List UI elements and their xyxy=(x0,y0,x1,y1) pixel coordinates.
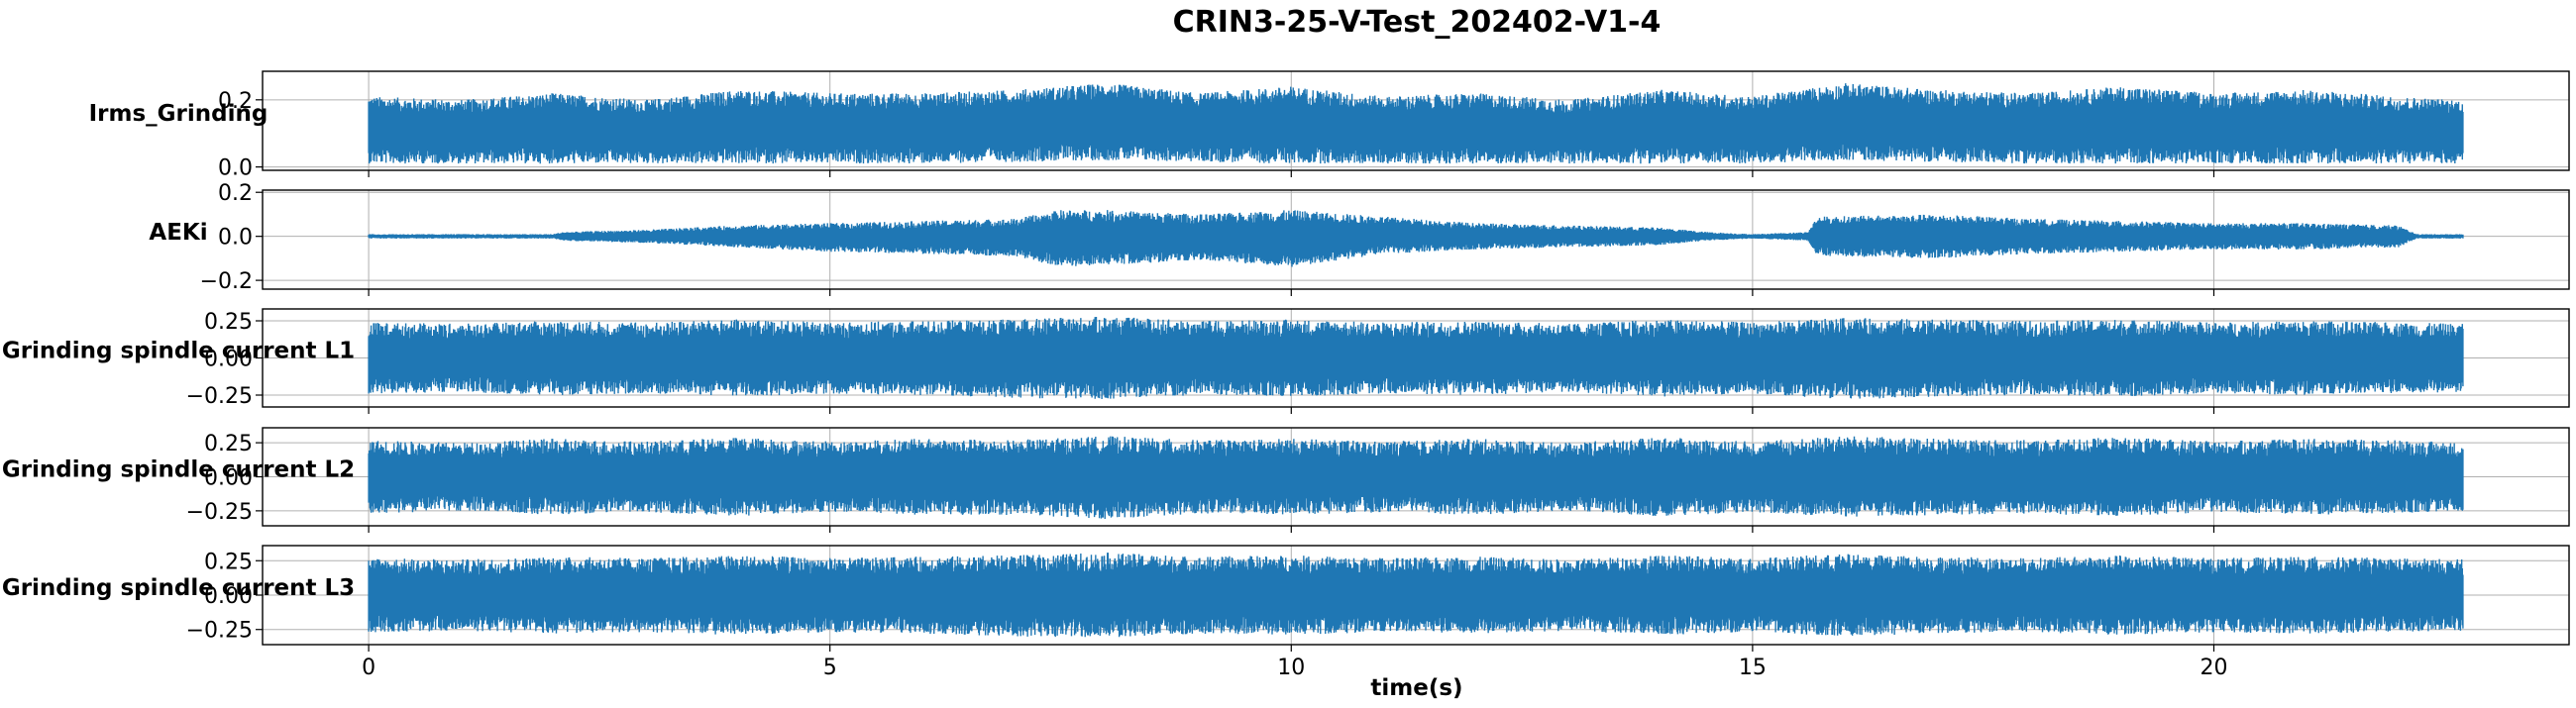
x-tick-label: 5 xyxy=(823,656,837,680)
y-tick-label: 0.00 xyxy=(204,466,253,491)
subplot-panel: −0.25 0.00 0.25 Grinding spindle current L1 xyxy=(2,308,2570,414)
y-axis-label: AEKi xyxy=(149,220,207,246)
series-line xyxy=(368,553,2464,638)
y-tick-label: −0.25 xyxy=(186,619,253,644)
y-tick-label: −0.2 xyxy=(200,269,253,294)
y-tick-label: 0.25 xyxy=(204,550,253,574)
y-tick-label: 0.2 xyxy=(218,89,253,114)
y-axis-label: Grinding spindle current L2 xyxy=(2,457,355,483)
axes-frame xyxy=(262,70,2570,171)
y-tick-label: 0.00 xyxy=(204,584,253,609)
x-tick-label: 10 xyxy=(1277,656,1305,680)
y-tick-label: 0.2 xyxy=(218,181,253,206)
x-axis-label: time(s) xyxy=(1370,675,1462,701)
subplot-panel: −0.2 0.0 0.2 AEKi xyxy=(149,181,2570,296)
x-tick-label: 15 xyxy=(1739,656,1767,680)
y-axis-label: Grinding spindle current L3 xyxy=(2,575,355,601)
y-tick-label: 0.0 xyxy=(218,226,253,251)
series-line xyxy=(368,316,2464,400)
chart-title: CRIN3-25-V-Test_202402-V1-4 xyxy=(1173,5,1662,40)
y-tick-label: 0.25 xyxy=(204,432,253,456)
y-tick-label: −0.25 xyxy=(186,500,253,525)
y-axis-label: Irms_Grinding xyxy=(89,101,268,127)
series-line xyxy=(368,83,2464,164)
y-tick-label: 0.0 xyxy=(218,156,253,181)
subplot-stack: 0.00.2Irms_Grinding−0.20.00.2AEKi−0.250.… xyxy=(2,70,2570,680)
x-tick-label: 20 xyxy=(2200,656,2227,680)
series-line xyxy=(368,436,2464,519)
axes-frame xyxy=(262,189,2570,290)
y-tick-label: 0.00 xyxy=(204,348,253,372)
x-tick-label: 0 xyxy=(362,656,376,680)
subplot-panel: −0.25 0.00 0.25 0 5 10 15 20 Grinding spindle cu… xyxy=(2,545,2570,680)
series-line xyxy=(368,210,2464,267)
y-axis-label: Grinding spindle current L1 xyxy=(2,339,355,364)
y-tick-label: 0.25 xyxy=(204,310,253,335)
y-tick-label: −0.25 xyxy=(186,384,253,409)
